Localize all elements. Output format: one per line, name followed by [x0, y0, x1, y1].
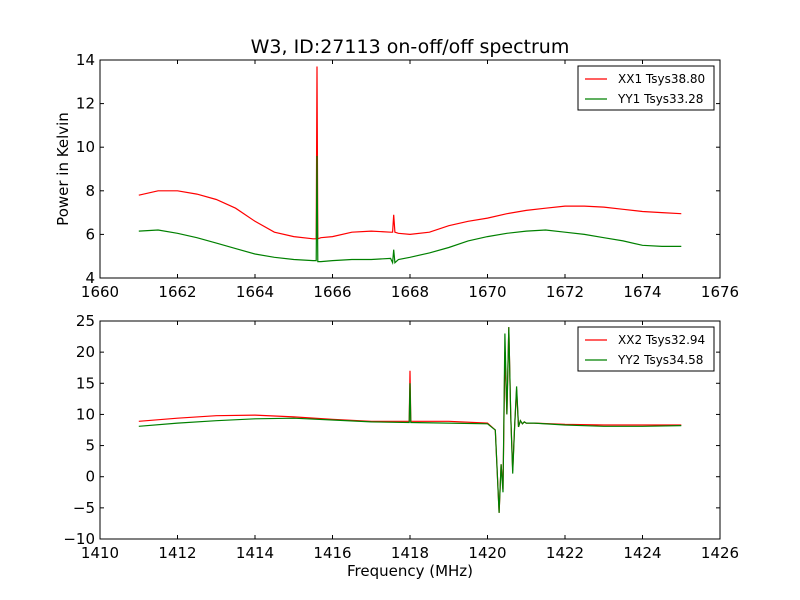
bottom-legend-box	[577, 326, 715, 372]
top-legend-box	[577, 65, 715, 111]
top-x-tick-label: 1672	[546, 283, 584, 301]
bottom-x-axis-label: Frequency (MHz)	[347, 562, 473, 580]
bottom-legend-label-1: XX2 Tsys32.94	[618, 333, 705, 347]
top-x-tick-label: 1664	[236, 283, 274, 301]
top-legend: XX1 Tsys38.80 YY1 Tsys33.28	[577, 65, 715, 111]
bottom-y-tick-label: 25	[76, 312, 95, 330]
top-x-tick-label: 1668	[391, 283, 429, 301]
bottom-panel: 1410 1412 1414 1416 1418 1420 1422 1424 1426 −10 −…	[63, 312, 739, 580]
top-y-tick-label: 6	[85, 225, 95, 243]
top-x-tick-label: 1674	[623, 283, 661, 301]
top-series-line-2	[138, 155, 682, 265]
top-panel: 1660 1662 1664 1666 1668 1670 1672 1674 1676 4 6 8 1…	[54, 51, 739, 301]
bottom-series-line-2	[138, 327, 682, 513]
top-x-tick-label: 1660	[81, 283, 119, 301]
top-y-tick-label: 12	[76, 95, 95, 113]
bottom-x-tick-label: 1422	[546, 544, 584, 562]
bottom-x-tick-label: 1412	[158, 544, 196, 562]
top-y-tick-label: 10	[76, 138, 95, 156]
top-series-line-1	[138, 66, 682, 240]
bottom-x-tick-label: 1424	[623, 544, 661, 562]
top-panel-ticks: 1660 1662 1664 1666 1668 1670 1672 1674 1676 4 6 8 1…	[76, 51, 739, 301]
bottom-panel-ticks: 1410 1412 1414 1416 1418 1420 1422 1424 1426 −10 −…	[63, 312, 739, 562]
bottom-panel-lines	[138, 327, 682, 513]
bottom-y-tick-label: 0	[85, 468, 95, 486]
top-y-tick-label: 4	[85, 269, 95, 287]
top-x-tick-label: 1666	[313, 283, 351, 301]
top-x-tick-label: 1676	[701, 283, 739, 301]
bottom-y-tick-label: −10	[63, 530, 95, 548]
bottom-y-tick-label: 20	[76, 343, 95, 361]
top-y-tick-label: 8	[85, 182, 95, 200]
top-x-tick-label: 1662	[158, 283, 196, 301]
bottom-x-tick-label: 1414	[236, 544, 274, 562]
bottom-x-tick-label: 1418	[391, 544, 429, 562]
bottom-y-tick-label: 5	[85, 437, 95, 455]
top-legend-label-1: XX1 Tsys38.80	[618, 72, 705, 86]
top-panel-lines	[138, 66, 682, 265]
top-legend-label-2: YY1 Tsys33.28	[617, 92, 703, 106]
chart-title: W3, ID:27113 on-off/off spectrum	[251, 36, 570, 58]
bottom-x-tick-label: 1416	[313, 544, 351, 562]
top-x-tick-label: 1670	[468, 283, 506, 301]
bottom-x-tick-label: 1410	[81, 544, 119, 562]
bottom-y-tick-label: 10	[76, 405, 95, 423]
bottom-y-tick-label: 15	[76, 374, 95, 392]
bottom-x-tick-label: 1426	[701, 544, 739, 562]
bottom-x-tick-label: 1420	[468, 544, 506, 562]
bottom-legend-label-2: YY2 Tsys34.58	[617, 353, 703, 367]
top-y-axis-label: Power in Kelvin	[54, 112, 72, 226]
top-y-tick-label: 14	[76, 51, 95, 69]
bottom-legend: XX2 Tsys32.94 YY2 Tsys34.58	[577, 326, 715, 372]
bottom-y-tick-label: −5	[73, 499, 95, 517]
